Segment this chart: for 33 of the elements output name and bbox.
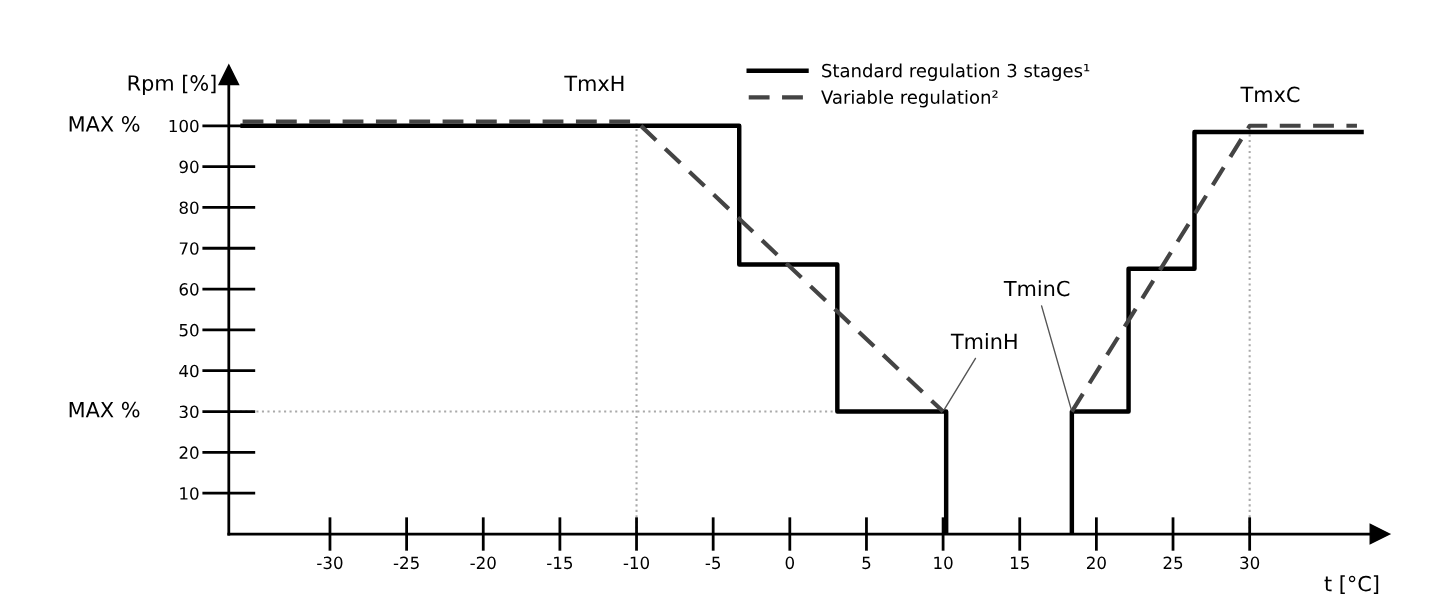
y-tick-label: 70 (179, 242, 199, 255)
annotation: TminC (1003, 280, 1070, 297)
x-tick-label: -30 (317, 556, 343, 570)
y-tick-label: 100 (169, 119, 199, 133)
annotation: TmxH (564, 75, 624, 91)
x-tick-label: 20 (1086, 556, 1106, 570)
x-tick-label: -10 (623, 556, 650, 570)
annotation: TmxC (1240, 86, 1300, 103)
y-tick-label: 20 (179, 446, 199, 459)
text: MAX % (69, 401, 140, 418)
y-tick-label: 50 (179, 323, 199, 337)
x-tick-label: 25 (1163, 556, 1183, 570)
legend-label: Variable regulation² (821, 89, 998, 108)
annotation: TminH (950, 333, 1017, 349)
y-tick-label: 60 (179, 283, 199, 296)
legend-label: Standard regulation 3 stages¹ (822, 63, 1090, 81)
y-tick-label: 30 (179, 405, 199, 419)
x-tick-label: 5 (862, 556, 871, 570)
y-tick-label: 80 (179, 201, 199, 214)
x-tick-label: 0 (785, 556, 795, 570)
y-tick-label: 10 (180, 487, 199, 500)
y-axis-title: Rpm [%] (128, 74, 216, 95)
x-tick-label: -25 (393, 556, 419, 570)
x-tick-label: 15 (1010, 556, 1029, 570)
x-tick-label: 10 (934, 556, 953, 570)
x-tick-label: 30 (1240, 556, 1260, 570)
x-tick-label: -15 (547, 556, 573, 570)
x-axis-title: t [°C] (1324, 575, 1379, 594)
x-tick-label: -20 (470, 556, 496, 570)
y-tick-label: 90 (179, 160, 199, 174)
y-tick-label: 40 (179, 364, 199, 378)
text: MAX % (69, 116, 140, 132)
x-tick-label: -5 (705, 556, 721, 570)
